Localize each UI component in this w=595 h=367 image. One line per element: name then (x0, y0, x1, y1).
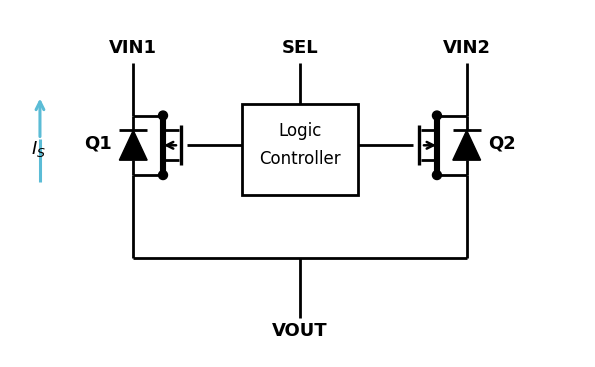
Polygon shape (453, 130, 481, 160)
Polygon shape (120, 130, 147, 160)
Text: Q2: Q2 (488, 134, 516, 152)
Text: VIN2: VIN2 (443, 39, 491, 57)
Bar (242, 103, 358, 195)
Text: VIN1: VIN1 (109, 39, 157, 57)
Circle shape (158, 171, 167, 179)
Text: Controller: Controller (259, 150, 341, 168)
Text: Q1: Q1 (84, 134, 111, 152)
Circle shape (433, 111, 441, 120)
Text: SEL: SEL (281, 39, 318, 57)
Text: VOUT: VOUT (272, 322, 328, 340)
Circle shape (433, 171, 441, 179)
Text: $I_S$: $I_S$ (30, 139, 45, 159)
Text: Logic: Logic (278, 123, 322, 141)
Circle shape (158, 111, 167, 120)
